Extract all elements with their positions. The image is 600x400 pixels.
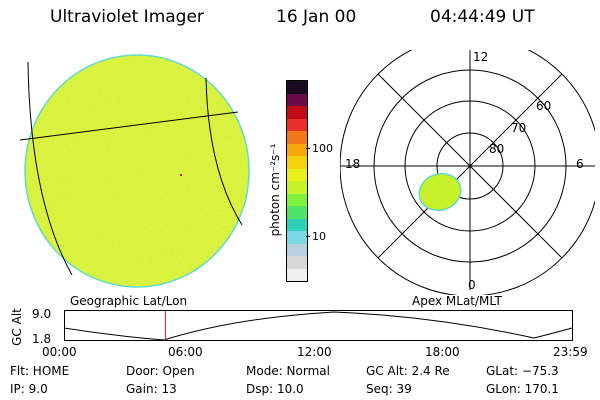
info-gc-alt: GC Alt: 2.4 Re bbox=[366, 364, 450, 378]
colorbar-tick-mark-10 bbox=[306, 236, 310, 237]
timeline-xtick-1200: 12:00 bbox=[297, 345, 332, 359]
info-glat: GLat: −75.3 bbox=[486, 364, 559, 378]
timeline-xtick-2359: 23:59 bbox=[553, 345, 588, 359]
colorbar-tick-100: 100 bbox=[312, 142, 333, 155]
info-gain: Gain: 13 bbox=[126, 382, 177, 396]
colorbar-segment-15 bbox=[287, 81, 307, 94]
colorbar-segment-12 bbox=[287, 118, 307, 131]
info-ip: IP: 9.0 bbox=[10, 382, 48, 396]
mlat-label-70: 70 bbox=[511, 121, 526, 135]
colorbar-unit-label: photon cm⁻²s⁻¹ bbox=[268, 143, 282, 237]
geo-caption: Geographic Lat/Lon bbox=[70, 294, 188, 308]
colorbar-segment-11 bbox=[287, 131, 307, 144]
colorbar-segment-14 bbox=[287, 93, 307, 106]
timeline-plot bbox=[64, 310, 573, 341]
mlt-label-18: 18 bbox=[345, 157, 360, 171]
colorbar-segment-4 bbox=[287, 218, 307, 231]
longitude-line-left bbox=[27, 61, 73, 276]
colorbar-segment-7 bbox=[287, 181, 307, 194]
colorbar-segment-2 bbox=[287, 243, 307, 256]
polar-caption: Apex MLat/MLT bbox=[412, 294, 502, 308]
timeline-ylabel: GC Alt bbox=[10, 308, 24, 346]
colorbar-segment-8 bbox=[287, 168, 307, 181]
observation-time: 04:44:49 UT bbox=[430, 7, 535, 27]
latitude-line bbox=[20, 111, 239, 141]
mlt-label-12: 12 bbox=[473, 50, 488, 64]
info-dsp: Dsp: 10.0 bbox=[246, 382, 304, 396]
mlt-diagonal-b bbox=[377, 73, 563, 259]
timeline-xtick-0600: 06:00 bbox=[168, 345, 203, 359]
mlat-label-80: 80 bbox=[489, 142, 504, 156]
colorbar-segment-10 bbox=[287, 143, 307, 156]
info-seq: Seq: 39 bbox=[366, 382, 412, 396]
polar-mlat-mlt-panel: 12 18 6 0 60 70 80 bbox=[340, 50, 595, 295]
imager-title: Ultraviolet Imager bbox=[50, 7, 204, 27]
timeline-frame bbox=[64, 310, 573, 341]
center-point bbox=[180, 174, 182, 176]
gc-altitude-curve bbox=[64, 311, 573, 341]
colorbar-segment-6 bbox=[287, 193, 307, 206]
mlt-label-6: 6 bbox=[576, 157, 584, 171]
colorbar-segment-3 bbox=[287, 231, 307, 244]
info-mode: Mode: Normal bbox=[246, 364, 330, 378]
colorbar-segment-13 bbox=[287, 106, 307, 119]
geographic-image-panel bbox=[20, 54, 250, 288]
polar-ring-outer bbox=[340, 50, 595, 295]
colorbar bbox=[286, 80, 308, 282]
colorbar-segment-1 bbox=[287, 256, 307, 269]
colorbar-tick-10: 10 bbox=[312, 230, 326, 243]
info-door: Door: Open bbox=[126, 364, 195, 378]
timeline-ytick-low: 1.8 bbox=[32, 332, 52, 346]
auroral-blob bbox=[418, 172, 462, 212]
mlt-label-0: 0 bbox=[468, 278, 476, 292]
timeline-xtick-0000: 00:00 bbox=[42, 345, 77, 359]
mlat-label-60: 60 bbox=[536, 99, 551, 113]
colorbar-segment-5 bbox=[287, 206, 307, 219]
colorbar-segment-0 bbox=[287, 268, 307, 281]
image-noise-texture bbox=[25, 55, 249, 287]
timeline-xtick-1800: 18:00 bbox=[425, 345, 460, 359]
observation-date: 16 Jan 00 bbox=[276, 7, 357, 27]
colorbar-segment-9 bbox=[287, 156, 307, 169]
longitude-line-right bbox=[205, 77, 243, 226]
timeline-ytick-high: 9.0 bbox=[32, 307, 52, 321]
colorbar-tick-mark-100 bbox=[306, 148, 310, 149]
info-glon: GLon: 170.1 bbox=[486, 382, 559, 396]
info-flt: Flt: HOME bbox=[10, 364, 70, 378]
